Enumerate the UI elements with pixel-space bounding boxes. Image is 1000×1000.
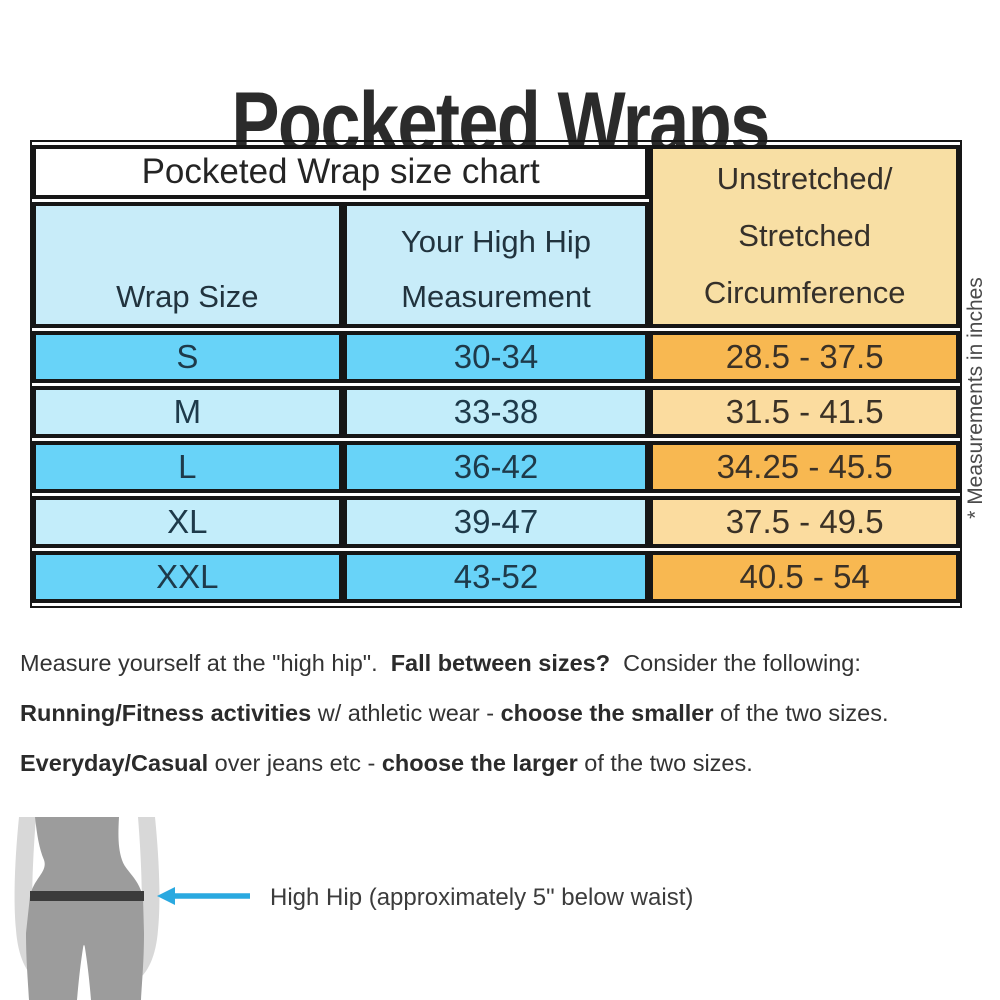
high-hip-header-line: Measurement [401, 278, 591, 314]
guidance-text: w/ athletic wear - [311, 700, 501, 726]
hip-measurement-cell: 36-42 [342, 441, 650, 493]
wrap-size-cell: S [32, 331, 343, 383]
guidance-line-2: Running/Fitness activities w/ athletic w… [20, 696, 988, 731]
table-title-row: Pocketed Wrap size chart Unstretched/ St… [32, 145, 960, 328]
wrap-size-cell: XXL [32, 551, 343, 603]
right-arm-silhouette [121, 817, 160, 982]
table-row-l: L 36-42 34.25 - 45.5 [32, 441, 960, 493]
hip-measurement-cell: 43-52 [342, 551, 650, 603]
table-header-row: Wrap Size Your High Hip Measurement [32, 202, 960, 328]
guidance-text: Measure yourself at the "high hip". [20, 650, 391, 676]
circumference-cell: 40.5 - 54 [649, 551, 960, 603]
size-chart-table: Pocketed Wrap size chart Unstretched/ St… [30, 140, 962, 608]
wrap-size-cell: M [32, 386, 343, 438]
measurements-in-inches-note: * Measurements in inches [964, 277, 987, 519]
guidance-line-3: Everyday/Casual over jeans etc - choose … [20, 746, 988, 781]
left-arm-silhouette [14, 817, 53, 982]
torso-silhouette [26, 817, 144, 1000]
circumference-header-line: Unstretched/ [716, 161, 893, 197]
sizing-guidance: Measure yourself at the "high hip". Fall… [20, 646, 988, 796]
table-row-xxl: XXL 43-52 40.5 - 54 [32, 551, 960, 603]
hip-measurement-cell: 30-34 [342, 331, 650, 383]
circumference-header-line: Stretched [738, 218, 871, 254]
guidance-text: over jeans etc - [208, 750, 382, 776]
guidance-text-bold: Running/Fitness activities [20, 700, 312, 726]
table-row-xl: XL 39-47 37.5 - 49.5 [32, 496, 960, 548]
high-hip-band [30, 891, 144, 901]
circumference-header-line: Circumference [703, 274, 906, 310]
table-row-m: M 33-38 31.5 - 41.5 [32, 386, 960, 438]
high-hip-label: High Hip (approximately 5" below waist) [270, 884, 694, 911]
column-header-circumference: Unstretched/ Stretched Circumference [649, 145, 960, 328]
guidance-text-bold: Fall between sizes? [390, 650, 611, 676]
table-title: Pocketed Wrap size chart [32, 145, 650, 199]
column-header-high-hip: Your High Hip Measurement [342, 202, 650, 328]
guidance-text-bold: choose the larger [381, 750, 578, 776]
guidance-line-1: Measure yourself at the "high hip". Fall… [20, 646, 988, 681]
circumference-cell: 28.5 - 37.5 [649, 331, 960, 383]
guidance-text: of the two sizes. [713, 700, 889, 726]
circumference-cell: 34.25 - 45.5 [649, 441, 960, 493]
wrap-size-cell: L [32, 441, 343, 493]
column-header-wrap-size: Wrap Size [32, 202, 343, 328]
hip-measurement-cell: 39-47 [342, 496, 650, 548]
high-hip-header-line: Your High Hip [400, 223, 592, 259]
wrap-size-cell: XL [32, 496, 343, 548]
table-row-s: S 30-34 28.5 - 37.5 [32, 331, 960, 383]
body-figure-icon [14, 817, 250, 1000]
circumference-cell: 31.5 - 41.5 [649, 386, 960, 438]
circumference-cell: 37.5 - 49.5 [649, 496, 960, 548]
guidance-text: Consider the following: [610, 650, 861, 676]
guidance-text: of the two sizes. [577, 750, 753, 776]
guidance-text-bold: Everyday/Casual [20, 750, 209, 776]
guidance-text-bold: choose the smaller [500, 700, 714, 726]
high-hip-arrow-head-icon [157, 887, 175, 905]
hip-measurement-cell: 33-38 [342, 386, 650, 438]
